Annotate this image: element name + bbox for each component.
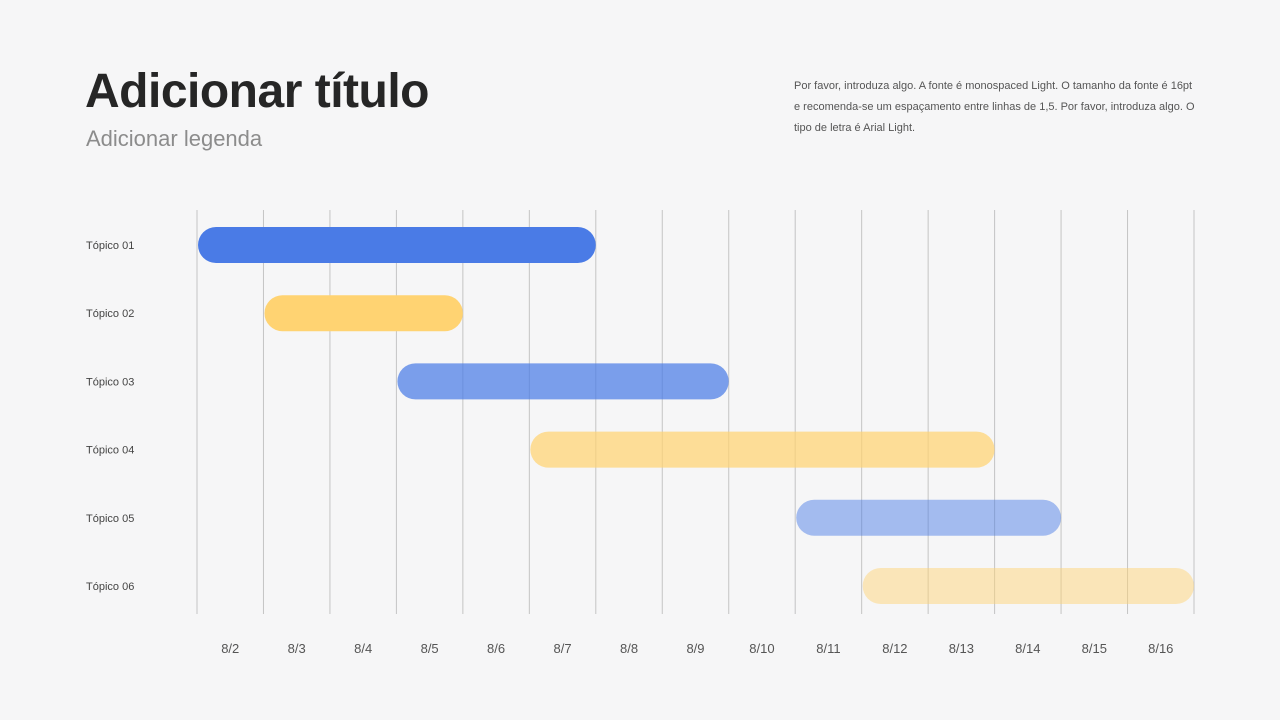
x-tick-label: 8/15 xyxy=(1082,641,1107,656)
task-bar[interactable] xyxy=(530,431,995,468)
task-label: Tópico 06 xyxy=(86,581,134,593)
task-label: Tópico 03 xyxy=(86,376,134,388)
x-tick-label: 8/7 xyxy=(554,641,572,656)
x-tick-label: 8/11 xyxy=(816,641,840,656)
x-tick-label: 8/8 xyxy=(620,641,638,656)
x-tick-label: 8/9 xyxy=(686,641,704,656)
x-tick-label: 8/6 xyxy=(487,641,505,656)
task-labels: Tópico 01 Tópico 02 Tópico 03 Tópico 04 Tópi… xyxy=(86,240,134,593)
x-tick-label: 8/16 xyxy=(1148,641,1173,656)
x-tick-label: 8/14 xyxy=(1015,641,1040,656)
grid-lines xyxy=(196,210,1195,614)
x-tick-label: 8/2 xyxy=(221,641,239,656)
x-tick-labels: 8/2 8/3 8/4 8/5 8/6 8/7 8/8 8/9 8/10 8/11 8/12 8/13… xyxy=(221,641,1173,656)
task-label: Tópico 02 xyxy=(86,308,134,320)
page-title: Adicionar título xyxy=(85,65,429,118)
task-bar[interactable] xyxy=(397,363,729,400)
task-bar[interactable] xyxy=(198,227,596,263)
task-label: Tópico 05 xyxy=(86,513,134,525)
task-label: Tópico 01 xyxy=(86,240,134,252)
x-tick-label: 8/5 xyxy=(421,641,439,656)
task-label: Tópico 04 xyxy=(86,445,134,457)
task-bars xyxy=(198,227,1194,604)
x-tick-label: 8/13 xyxy=(949,641,974,656)
task-bar[interactable] xyxy=(796,499,1062,536)
x-tick-label: 8/10 xyxy=(749,641,774,656)
x-tick-label: 8/4 xyxy=(354,641,372,656)
x-tick-label: 8/3 xyxy=(288,641,306,656)
description-text: Por favor, introduza algo. A fonte é mon… xyxy=(794,80,1195,134)
task-bar[interactable] xyxy=(862,568,1194,604)
page-subtitle: Adicionar legenda xyxy=(86,126,263,151)
x-tick-label: 8/12 xyxy=(882,641,907,656)
task-bar[interactable] xyxy=(264,295,463,332)
